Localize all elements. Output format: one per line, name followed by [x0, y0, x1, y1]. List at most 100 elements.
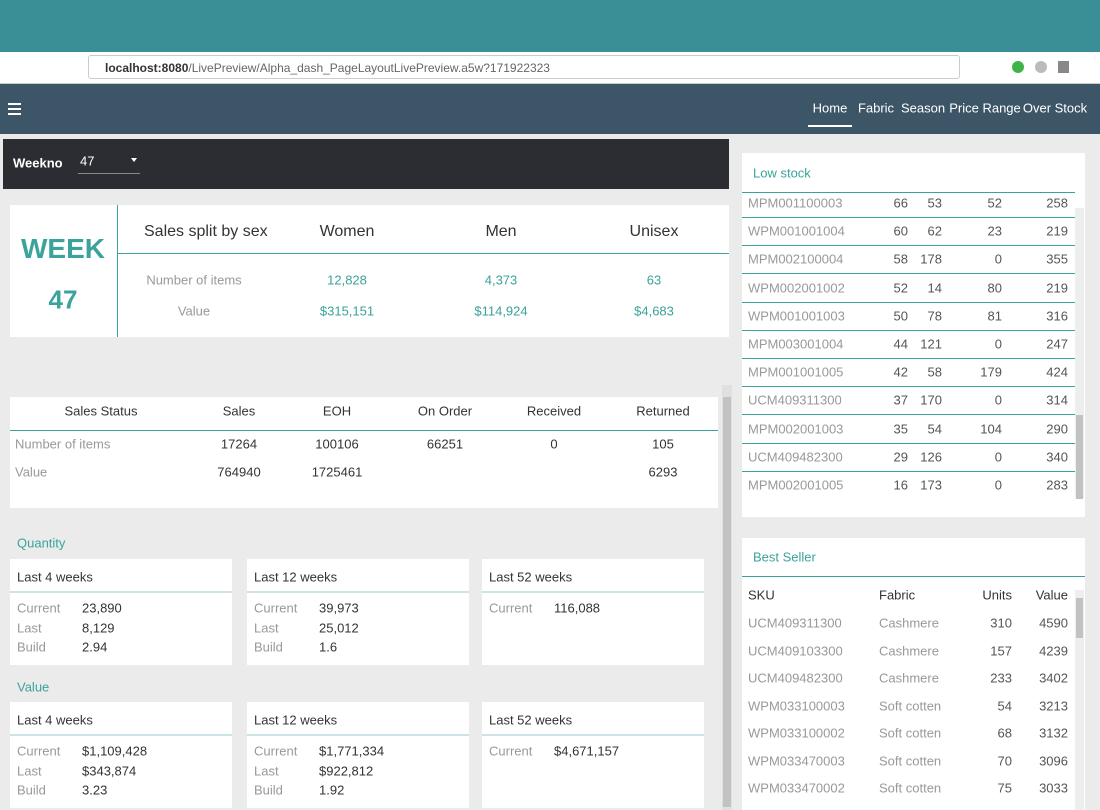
divider — [10, 591, 232, 593]
cell: 104 — [980, 421, 1002, 437]
cell: 170 — [920, 392, 942, 408]
column-header: SKU — [748, 587, 775, 603]
cell: 1725461 — [311, 464, 363, 480]
nav-link[interactable]: Season — [900, 100, 946, 116]
divider — [117, 205, 118, 337]
divider — [10, 430, 718, 431]
ext-icon[interactable] — [1058, 61, 1069, 73]
kpi-card: Last 12 weeks Current 39,973 Last 25,012 Buil… — [247, 559, 469, 665]
cell: 247 — [1046, 336, 1068, 352]
cell: 178 — [920, 251, 942, 267]
kpi-value: $922,812 — [319, 763, 374, 778]
cell: UCM409482300 — [748, 449, 843, 465]
cell: $4,683 — [634, 303, 674, 319]
cell: 62 — [927, 223, 942, 239]
nav-link[interactable]: Price Range — [949, 100, 1021, 116]
row-divider — [742, 442, 1075, 444]
cell: 53 — [927, 195, 942, 211]
cell: UCM409311300 — [748, 615, 842, 631]
active-underline — [808, 125, 852, 127]
kpi-value: 2.94 — [82, 639, 108, 655]
cell: UCM409311300 — [748, 392, 842, 408]
cell: 105 — [652, 436, 674, 452]
cell: 52 — [987, 195, 1002, 211]
cell: UCM409482300 — [748, 670, 843, 686]
column-header: Unisex — [629, 223, 679, 240]
cell: 100106 — [315, 436, 359, 452]
card-title: Best Seller — [753, 549, 816, 565]
menu-icon[interactable] — [8, 103, 21, 115]
navbar — [0, 84, 1100, 134]
cell: 66251 — [426, 436, 464, 452]
cell: 52 — [893, 280, 908, 296]
cell: Soft cotten — [879, 780, 942, 796]
cell: 764940 — [217, 464, 261, 480]
cell: 42 — [893, 364, 908, 380]
card-title: Low stock — [753, 165, 811, 181]
scroll-thumb — [1076, 598, 1083, 638]
cell: 0 — [994, 449, 1002, 465]
scrollbar[interactable] — [722, 385, 732, 810]
cell: 60 — [893, 223, 908, 239]
week-number: 47 — [48, 284, 78, 315]
row-divider — [742, 386, 1075, 388]
cell: WPM033100003 — [748, 698, 845, 713]
filter-value[interactable]: 47 — [80, 153, 95, 169]
select-caret[interactable] — [131, 158, 137, 165]
cell: 35 — [893, 421, 908, 437]
cell: 4,373 — [484, 272, 518, 288]
ext-icon[interactable] — [1012, 61, 1024, 73]
divider — [247, 591, 469, 593]
cell: 58 — [893, 251, 908, 267]
cell: 3096 — [1039, 753, 1068, 768]
cell: WPM001001003 — [748, 308, 845, 324]
cell: 63 — [646, 272, 662, 288]
kpi-label: Build — [17, 639, 46, 655]
kpi-label: Current — [254, 743, 298, 759]
card-title: Last 12 weeks — [254, 569, 338, 585]
browser-bar: localhost:8080/LivePreview/Alpha_dash_Pa… — [0, 52, 1100, 84]
kpi-card: Last 4 weeks Current 23,890 Last 8,129 Build 2… — [10, 559, 232, 665]
column-header: On Order — [417, 403, 473, 419]
cell: 157 — [990, 643, 1012, 658]
cell: Soft cotten — [879, 753, 942, 768]
cell: Cashmere — [879, 615, 939, 631]
column-header: Sales Status — [64, 403, 138, 419]
column-header: Value — [1035, 587, 1068, 603]
cell: 233 — [990, 670, 1012, 686]
kpi-label: Current — [489, 743, 533, 759]
select-underline — [78, 173, 140, 174]
weekno-bar — [3, 139, 729, 189]
ext-icon[interactable] — [1035, 61, 1047, 73]
cell: $114,924 — [474, 303, 528, 319]
week-label: WEEK — [21, 233, 105, 264]
kpi-value: 1.6 — [319, 639, 338, 655]
kpi-label: Last — [254, 763, 279, 778]
nav-link[interactable]: Home — [812, 100, 848, 116]
cell: 17264 — [220, 436, 258, 452]
nav-link[interactable]: Fabric — [857, 100, 895, 116]
cell: 54 — [927, 421, 942, 437]
cell: MPM001100003 — [748, 195, 843, 211]
cell: 50 — [893, 308, 908, 324]
cell: 23 — [987, 223, 1002, 239]
cell: 0 — [994, 392, 1002, 408]
row-divider — [742, 245, 1075, 247]
cell: 70 — [997, 753, 1012, 768]
cell: 179 — [980, 364, 1002, 380]
kpi-value: 116,088 — [554, 600, 601, 616]
kpi-value: 1.92 — [319, 782, 345, 798]
cell: 54 — [997, 698, 1012, 713]
cell: 81 — [987, 308, 1002, 324]
row-label: Value — [15, 464, 48, 480]
cell: 78 — [927, 308, 942, 324]
nav-link[interactable]: Over Stock — [1022, 100, 1088, 116]
cell: UCM409103300 — [748, 643, 843, 658]
column-header: EOH — [322, 403, 352, 419]
table-scrollbar — [1075, 208, 1084, 498]
column-header: Men — [485, 223, 517, 240]
column-header: Women — [319, 223, 375, 240]
cell: $315,151 — [319, 303, 375, 319]
address-bar[interactable]: localhost:8080/LivePreview/Alpha_dash_Pa… — [88, 55, 960, 79]
